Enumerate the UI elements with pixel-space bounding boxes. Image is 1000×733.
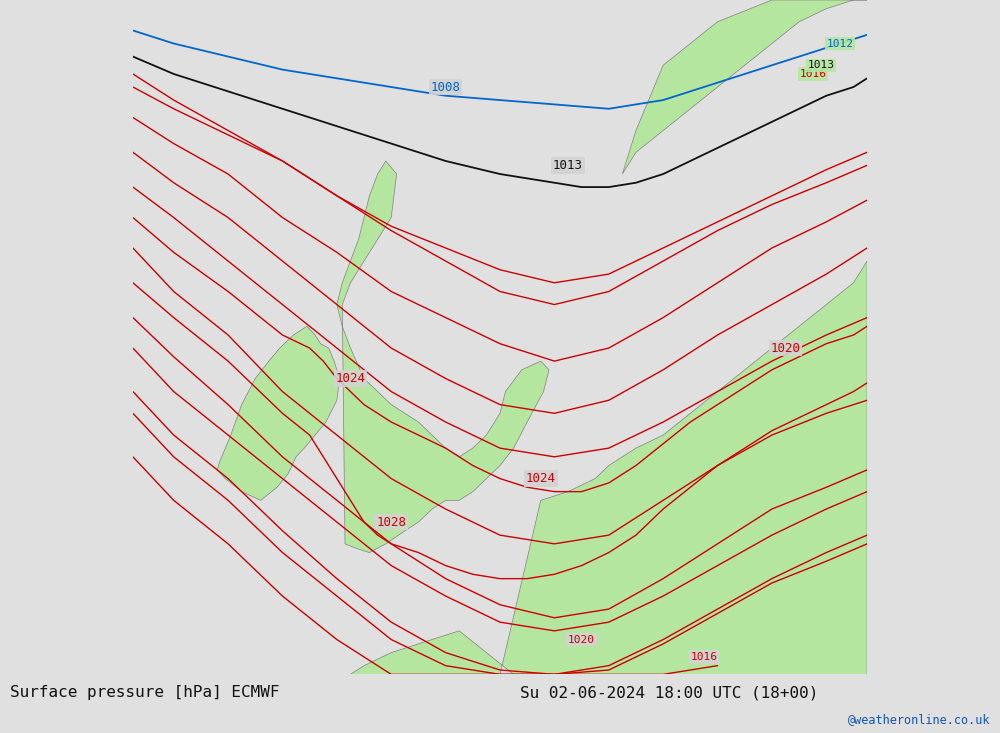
Polygon shape bbox=[217, 326, 340, 501]
Text: 1020: 1020 bbox=[771, 342, 801, 355]
Polygon shape bbox=[350, 261, 867, 674]
Text: 1020: 1020 bbox=[568, 635, 595, 644]
Text: 1013: 1013 bbox=[807, 60, 834, 70]
Polygon shape bbox=[622, 0, 867, 174]
Text: 1008: 1008 bbox=[431, 81, 461, 94]
Text: Surface pressure [hPa] ECMWF: Surface pressure [hPa] ECMWF bbox=[10, 685, 280, 700]
Text: 1016: 1016 bbox=[690, 652, 717, 662]
Text: Su 02-06-2024 18:00 UTC (18+00): Su 02-06-2024 18:00 UTC (18+00) bbox=[520, 685, 818, 700]
Text: 1024: 1024 bbox=[526, 472, 556, 485]
Polygon shape bbox=[337, 161, 549, 553]
Text: 1016: 1016 bbox=[799, 69, 826, 79]
Text: 1013: 1013 bbox=[553, 159, 583, 172]
Text: 1024: 1024 bbox=[335, 372, 365, 385]
Text: 1012: 1012 bbox=[826, 39, 853, 48]
Text: @weatheronline.co.uk: @weatheronline.co.uk bbox=[848, 712, 990, 726]
Text: 1028: 1028 bbox=[376, 515, 406, 528]
